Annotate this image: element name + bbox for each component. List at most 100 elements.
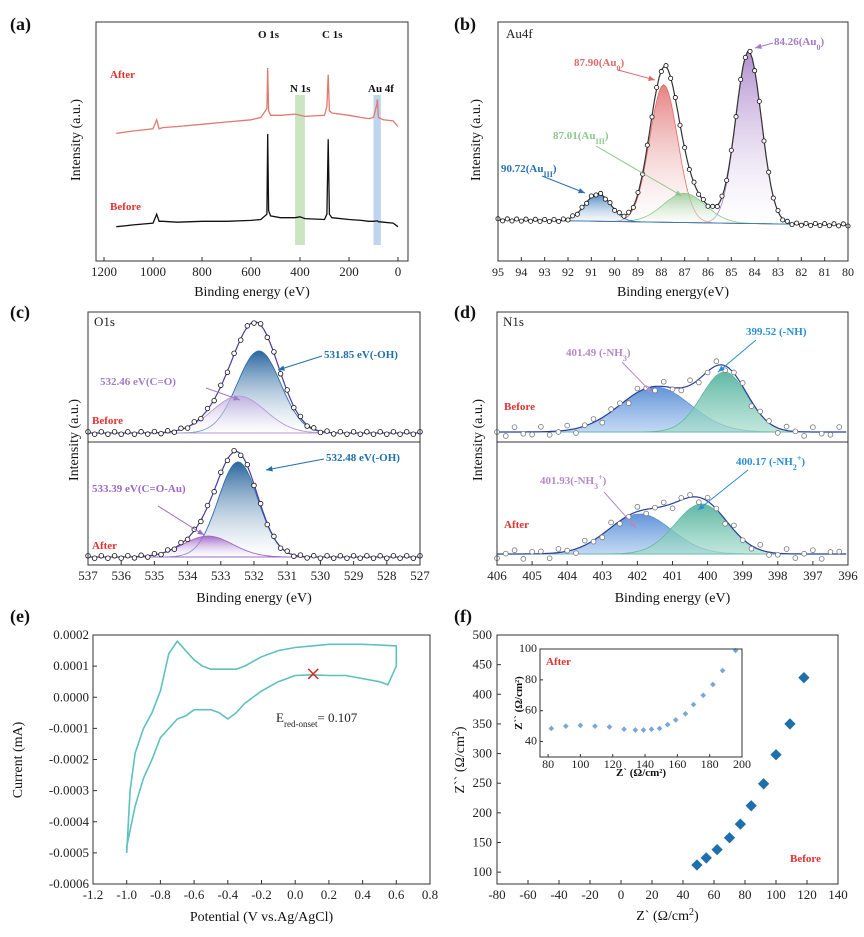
d-arrow-2	[717, 339, 757, 373]
a-y-axis-label: Intensity (a.u.)	[69, 99, 84, 181]
c-data-point	[191, 419, 197, 425]
f-data-point	[734, 818, 747, 830]
b-data-point	[714, 204, 720, 210]
f-x-axis-label: Z` (Ω/cm2)	[636, 907, 699, 925]
d-data-point	[748, 403, 755, 409]
panel-f-label: (f)	[454, 606, 472, 627]
b-data-point	[556, 218, 562, 224]
d-data-point	[774, 552, 781, 558]
f-y-tick-label: 350	[473, 716, 493, 731]
d-data-point	[625, 400, 632, 406]
b-x-tick-label: 89	[632, 265, 644, 279]
b-data-point	[649, 114, 655, 120]
c-data-point	[410, 555, 417, 561]
b-data-point	[756, 98, 762, 104]
c-x-tick-label: 534	[178, 568, 198, 583]
d-data-point	[555, 546, 562, 552]
c-arrow-2-head	[233, 395, 240, 401]
c-data-point	[198, 518, 204, 525]
b-x-tick-label: 87	[679, 265, 691, 279]
d-data-point	[546, 555, 553, 562]
f-inset-label-after: After	[546, 656, 571, 668]
d-arrow-1-head	[645, 386, 652, 393]
c-data-point	[364, 429, 370, 435]
e-y-tick-label: -0.0006	[49, 876, 90, 891]
b-data-point	[747, 48, 753, 54]
d-data-point	[766, 552, 772, 558]
c-x-axis-label: Binding energy (eV)	[196, 591, 312, 606]
b-data-point	[565, 217, 571, 223]
b-arrow-2-head	[648, 75, 655, 81]
c-data-point	[271, 533, 277, 540]
b-data-point	[738, 76, 744, 82]
b-data-point	[682, 145, 688, 151]
f-inset-data-point	[672, 717, 679, 723]
f-plot-frame	[496, 634, 839, 885]
e-plot-frame	[92, 634, 431, 885]
f-inset-frame	[539, 648, 743, 758]
c-data-point	[224, 369, 231, 376]
c-data-point	[204, 502, 211, 509]
e-x-tick-label: -0.8	[150, 887, 171, 902]
d-data-point	[704, 494, 711, 501]
c-x-tick-label: 533	[211, 568, 231, 583]
d-x-tick-label: 403	[593, 568, 613, 583]
b-data-point	[593, 192, 599, 198]
d-y-axis-label: Intensity (a.u.)	[471, 399, 486, 481]
f-inset-data-point	[606, 724, 613, 730]
d-data-point	[608, 519, 614, 526]
b-data-point	[560, 216, 566, 222]
d-data-point	[634, 385, 641, 392]
d-data-point	[678, 387, 685, 394]
d-data-point	[757, 408, 764, 415]
d-data-point	[511, 424, 518, 430]
d-data-point	[722, 520, 728, 527]
f-y-tick-label: 500	[473, 627, 493, 642]
c-data-point	[410, 431, 417, 437]
b-data-point	[523, 216, 529, 222]
c-data-point	[211, 397, 217, 404]
f-inset-y-tick-label: 40	[525, 734, 537, 748]
d-data-point	[792, 555, 799, 561]
b-data-point	[836, 223, 842, 229]
d-x-tick-label: 406	[487, 568, 507, 583]
e-x-tick-label: -0.4	[218, 887, 239, 902]
c-data-point	[390, 429, 397, 435]
c-data-point	[311, 553, 317, 559]
c-data-point	[344, 431, 350, 437]
c-x-tick-label: 527	[410, 568, 430, 583]
b-data-point	[784, 218, 790, 224]
f-x-tick-label: 0	[618, 887, 625, 902]
f-x-tick-label: 120	[797, 887, 817, 902]
a-series-after	[116, 67, 399, 134]
b-data-point	[574, 211, 580, 217]
b-data-point	[812, 221, 818, 227]
d-data-point	[581, 537, 588, 544]
b-annotation-4: 90.72(AuIII)	[501, 163, 557, 179]
e-x-tick-label: -1.2	[83, 887, 104, 902]
d-data-point	[573, 430, 579, 436]
d-data-point	[529, 431, 535, 438]
f-x-tick-label: 80	[739, 887, 752, 902]
f-data-point	[784, 718, 796, 730]
d-data-point	[520, 430, 527, 437]
f-inset-data-point	[621, 726, 627, 733]
b-annotation-3: 87.01(AuIII)	[553, 130, 609, 146]
d-arrow-3-head	[629, 521, 636, 528]
c-data-point	[390, 553, 397, 559]
f-data-point	[711, 843, 723, 856]
d-data-point	[783, 423, 790, 430]
d-data-point	[801, 433, 807, 439]
d-x-tick-label: 397	[803, 568, 823, 583]
d-data-point	[678, 495, 685, 501]
f-inset-data-point	[577, 722, 584, 729]
f-inset-x-tick-label: 100	[571, 757, 589, 771]
d-envelope	[497, 496, 847, 555]
b-data-point	[654, 84, 660, 90]
d-data-point	[731, 522, 737, 529]
c-data-point	[284, 387, 290, 393]
c-x-tick-label: 537	[78, 568, 98, 583]
f-inset-x-tick-label: 80	[542, 757, 554, 771]
f-inset-x-tick-label: 180	[701, 757, 719, 771]
